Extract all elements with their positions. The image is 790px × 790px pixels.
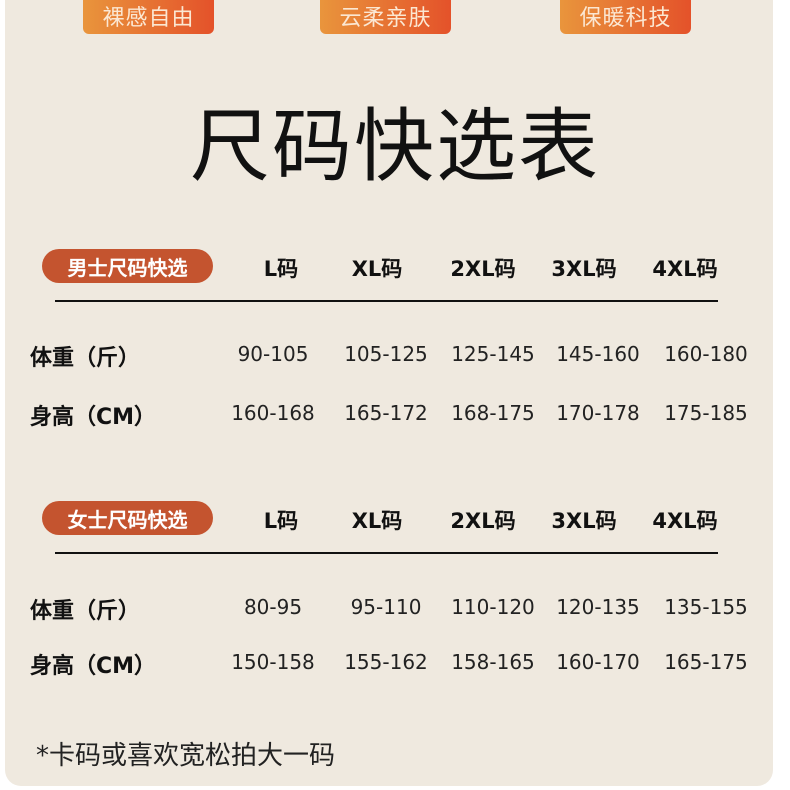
- table-cell: 168-175: [451, 401, 535, 425]
- table-cell: 155-162: [344, 650, 428, 674]
- table-cell: 110-120: [451, 595, 535, 619]
- row-label: 体重（斤）: [30, 346, 141, 371]
- table-cell: 80-95: [243, 595, 303, 619]
- table-cell: 165-175: [664, 650, 748, 674]
- size-header: XL码: [351, 257, 403, 281]
- size-header: L码: [263, 257, 299, 281]
- table-cell: 120-135: [556, 595, 640, 619]
- size-header: 2XL码: [450, 257, 516, 281]
- table-cell: 125-145: [451, 342, 535, 366]
- size-note: *卡码或喜欢宽松拍大一码: [36, 741, 336, 771]
- table-cell: 175-185: [664, 401, 748, 425]
- men-section-badge: 男士尺码快选: [42, 249, 213, 283]
- size-header: XL码: [351, 509, 403, 533]
- table-cell: 90-105: [237, 342, 309, 366]
- row-label: 身高（CM）: [30, 405, 157, 430]
- size-header: 3XL码: [551, 257, 617, 281]
- size-header: 4XL码: [652, 257, 718, 281]
- size-chart-card: [5, 0, 773, 786]
- feature-tag: 保暖科技: [560, 0, 691, 34]
- table-cell: 150-158: [231, 650, 315, 674]
- table-cell: 95-110: [350, 595, 422, 619]
- table-cell: 135-155: [664, 595, 748, 619]
- size-header: 4XL码: [652, 509, 718, 533]
- table-cell: 105-125: [344, 342, 428, 366]
- table-cell: 165-172: [344, 401, 428, 425]
- row-label: 体重（斤）: [30, 599, 141, 624]
- table-cell: 160-168: [231, 401, 315, 425]
- table-cell: 160-170: [556, 650, 640, 674]
- table-cell: 160-180: [664, 342, 748, 366]
- table-cell: 170-178: [556, 401, 640, 425]
- feature-tag: 云柔亲肤: [320, 0, 451, 34]
- table-cell: 158-165: [451, 650, 535, 674]
- size-header: 3XL码: [551, 509, 617, 533]
- header-divider: [55, 300, 718, 302]
- page-title: 尺码快选表: [190, 100, 600, 193]
- feature-tag: 裸感自由: [83, 0, 214, 34]
- row-label: 身高（CM）: [30, 654, 157, 679]
- table-cell: 145-160: [556, 342, 640, 366]
- size-header: L码: [263, 509, 299, 533]
- header-divider: [55, 552, 718, 554]
- women-section-badge: 女士尺码快选: [42, 501, 213, 535]
- size-header: 2XL码: [450, 509, 516, 533]
